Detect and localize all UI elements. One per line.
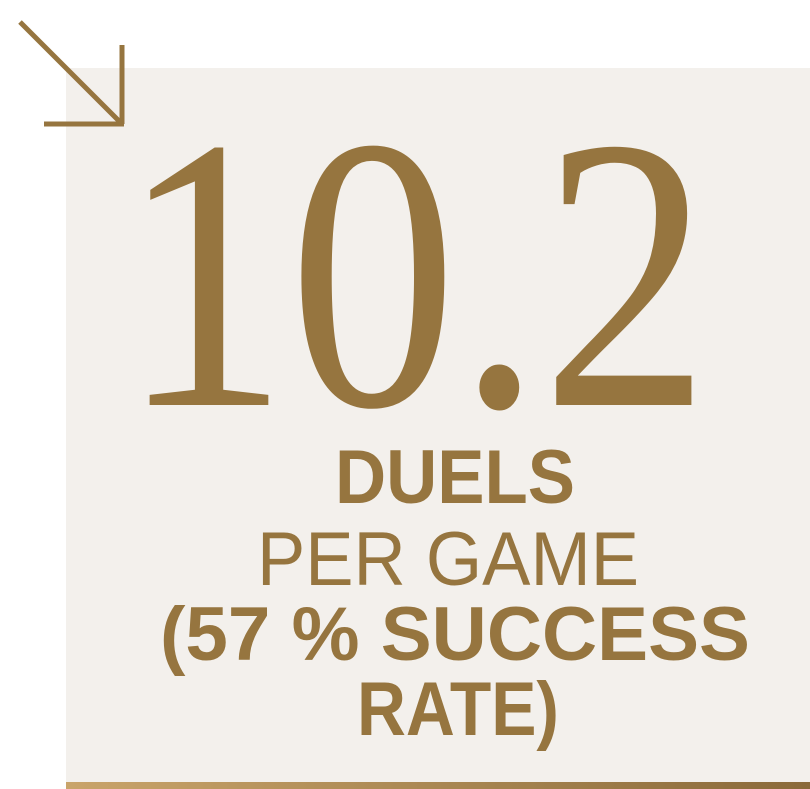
stat-label: DUELS: [335, 435, 575, 520]
bottom-bar: [66, 782, 810, 789]
panel: [66, 68, 810, 782]
arrow: [18, 20, 125, 127]
stat-detail: RATE): [357, 667, 559, 752]
stat-value: 10.2: [120, 58, 710, 490]
stat-sublabel: PER GAME: [257, 517, 639, 602]
stat-detail: (57 % SUCCESS: [160, 592, 750, 677]
